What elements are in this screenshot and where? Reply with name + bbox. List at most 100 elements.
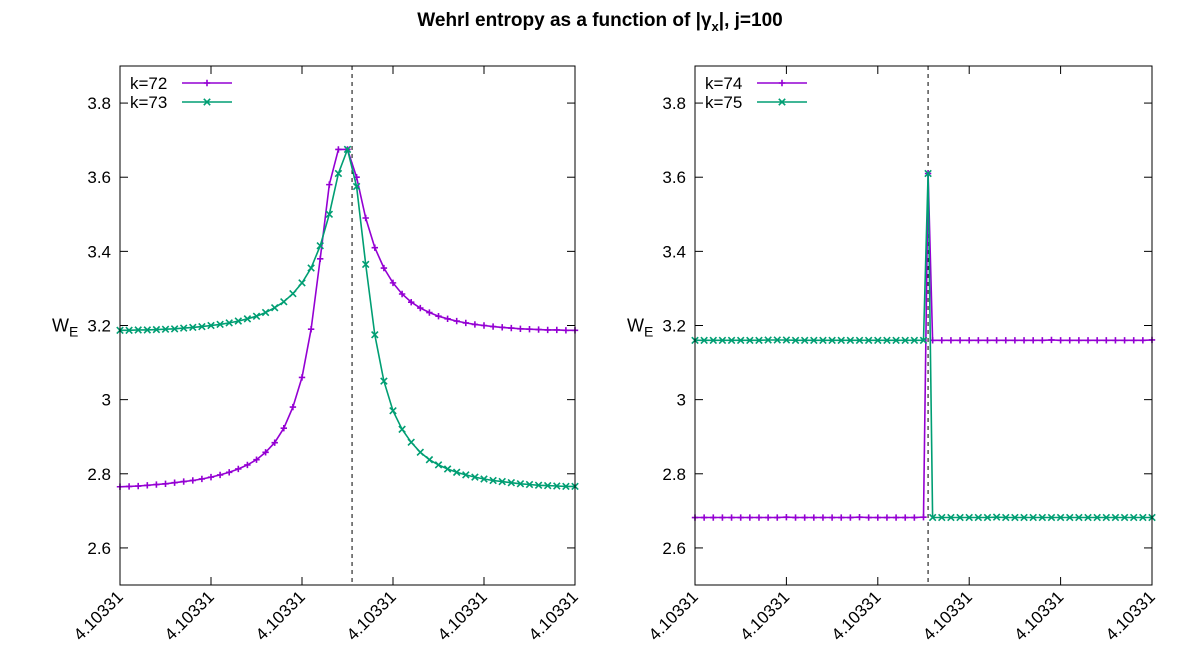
data-point-k=75: [883, 336, 891, 345]
data-point-k=74: [1020, 337, 1028, 344]
data-point-k=75: [819, 336, 827, 345]
data-point-k=74: [975, 337, 982, 344]
legend-label: k=75: [705, 93, 742, 112]
y-tick-label: 3.4: [662, 242, 686, 261]
legend-marker: [203, 79, 211, 87]
data-point-k=73: [562, 482, 570, 491]
y-tick-label: 2.8: [662, 465, 686, 484]
data-point-k=72: [216, 471, 224, 479]
data-point-k=73: [416, 448, 425, 457]
data-point-k=75: [700, 336, 708, 345]
data-point-k=74: [819, 514, 827, 521]
data-point-k=74: [956, 337, 964, 344]
data-point-k=74: [783, 513, 790, 521]
data-point-k=72: [508, 324, 515, 332]
x-tick-label: 4.10331: [252, 587, 309, 644]
data-point-k=75: [773, 336, 782, 344]
data-point-k=75: [1093, 513, 1101, 522]
data-point-k=72: [198, 475, 206, 483]
legend-label: k=74: [705, 74, 742, 93]
data-point-k=75: [1102, 513, 1111, 522]
series-line-k=72: [119, 148, 575, 488]
y-tick-label: 3.4: [87, 242, 111, 261]
y-tick-label: 3: [102, 391, 111, 410]
data-point-k=74: [966, 337, 973, 344]
data-point-k=72: [326, 181, 333, 188]
data-point-k=73: [371, 331, 379, 339]
data-point-k=72: [444, 315, 451, 323]
data-point-k=74: [755, 514, 763, 521]
y-axis-label-main: W: [52, 316, 69, 336]
data-point-k=74: [1084, 337, 1092, 344]
data-point-k=72: [189, 477, 196, 484]
data-point-k=73: [380, 377, 388, 385]
data-point-k=74: [810, 514, 818, 521]
x-tick-label: 4.10331: [828, 587, 885, 644]
data-point-k=75: [901, 336, 909, 345]
y-tick-label: 3.8: [662, 94, 686, 113]
data-point-k=73: [270, 303, 279, 312]
data-point-k=75: [782, 336, 791, 344]
data-point-k=73: [361, 260, 370, 269]
data-point-k=75: [910, 336, 919, 345]
data-point-k=73: [134, 326, 142, 334]
x-tick-label: 4.10331: [161, 587, 218, 644]
data-point-k=75: [1075, 513, 1083, 522]
data-point-k=75: [1084, 513, 1092, 522]
data-point-k=75: [1011, 513, 1019, 522]
data-point-k=72: [253, 456, 260, 463]
data-point-k=74: [1039, 337, 1046, 344]
x-tick-label: 4.10331: [70, 587, 127, 644]
data-point-k=72: [499, 324, 506, 331]
data-point-k=72: [226, 469, 233, 476]
legend-marker: [203, 98, 211, 106]
x-tick-label: 4.10331: [343, 587, 400, 644]
data-point-k=72: [426, 309, 433, 316]
data-point-k=72: [398, 290, 406, 298]
data-point-k=75: [791, 336, 800, 345]
data-point-k=75: [1020, 513, 1028, 522]
data-point-k=75: [974, 513, 983, 522]
data-point-k=73: [452, 468, 461, 477]
x-tick-label: 4.10331: [434, 587, 491, 644]
data-point-k=73: [280, 298, 288, 306]
data-point-k=74: [1029, 337, 1037, 344]
data-point-k=74: [892, 514, 900, 521]
data-point-k=74: [1112, 337, 1119, 344]
x-tick-label: 4.10331: [525, 587, 582, 644]
data-point-k=73: [352, 182, 361, 191]
data-point-k=74: [1139, 337, 1147, 344]
data-point-k=72: [553, 326, 560, 334]
data-point-k=74: [1093, 337, 1101, 344]
data-point-k=74: [938, 337, 945, 344]
data-point-k=72: [435, 313, 442, 320]
data-point-k=74: [1130, 337, 1137, 344]
data-point-k=74: [1121, 337, 1128, 344]
data-point-k=73: [234, 317, 243, 325]
data-point-k=73: [507, 478, 516, 487]
data-point-k=75: [727, 336, 736, 345]
data-point-k=75: [718, 336, 727, 345]
data-point-k=75: [947, 513, 955, 522]
data-point-k=73: [189, 323, 197, 332]
data-point-k=75: [956, 513, 964, 522]
data-point-k=75: [1129, 513, 1138, 522]
data-point-k=72: [180, 478, 187, 485]
data-point-k=73: [398, 425, 406, 434]
data-point-k=73: [152, 325, 161, 334]
data-point-k=73: [534, 481, 543, 490]
data-point-k=74: [719, 514, 726, 521]
data-point-k=72: [535, 326, 542, 333]
data-point-k=75: [1111, 513, 1120, 522]
data-point-k=73: [225, 319, 233, 327]
data-point-k=73: [343, 145, 352, 154]
data-point-k=73: [462, 471, 470, 479]
data-point-k=73: [198, 322, 206, 331]
data-point-k=74: [856, 513, 863, 521]
y-tick-label: 3: [677, 391, 686, 410]
data-point-k=74: [911, 514, 918, 521]
data-point-k=74: [947, 337, 955, 344]
data-point-k=74: [883, 514, 891, 521]
y-tick-label: 3.2: [662, 317, 686, 336]
